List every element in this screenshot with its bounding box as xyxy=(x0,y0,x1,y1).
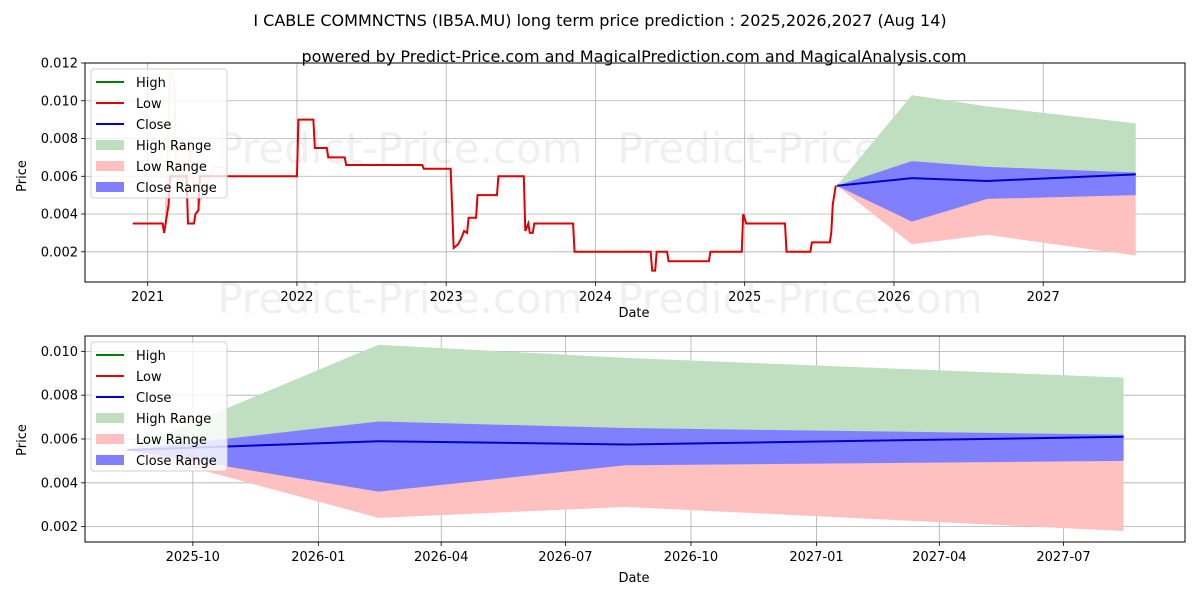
legend-close-label: Close xyxy=(136,391,171,406)
y-tick-label: 0.004 xyxy=(41,208,78,223)
legend-high-range-swatch xyxy=(96,413,124,423)
legend-close-range-swatch xyxy=(96,182,124,192)
x-tick-label: 2027 xyxy=(1027,290,1060,305)
bottom-legend: High Low Close High Range Low Range Close Ran… xyxy=(90,341,228,472)
legend-low-range-label: Low Range xyxy=(136,433,207,448)
watermark-text: Predict-Price.com xyxy=(217,274,582,323)
legend-high-range-swatch xyxy=(96,140,124,150)
y-tick-label: 0.010 xyxy=(41,94,78,109)
forecast-close-line xyxy=(836,173,1136,187)
bottom-axis-ticks: 2025-10 2026-01 2026-04 2026-07 2026-10 2027-… xyxy=(41,345,1091,565)
x-tick-label: 2022 xyxy=(280,290,313,305)
x-tick-label: 2027-07 xyxy=(1036,550,1090,565)
legend-low-range-swatch xyxy=(96,434,124,444)
x-tick-label: 2023 xyxy=(430,290,463,305)
x-tick-label: 2024 xyxy=(579,290,612,305)
bottom-x-axis-label: Date xyxy=(618,571,649,586)
x-tick-label: 2026-04 xyxy=(414,550,468,565)
top-y-axis-label: Price xyxy=(15,160,30,192)
x-tick-label: 2026-10 xyxy=(664,550,718,565)
y-tick-label: 0.008 xyxy=(41,132,78,147)
legend-low-label: Low xyxy=(136,370,162,385)
y-tick-label: 0.010 xyxy=(41,345,78,360)
x-tick-label: 2026 xyxy=(877,290,910,305)
legend-low-range-label: Low Range xyxy=(136,160,207,175)
history-low-line xyxy=(132,118,837,272)
top-axis-ticks: 2021 2022 2023 2024 2025 2026 2027 0.002 0.004 0.… xyxy=(41,57,1060,306)
bottom-range-areas xyxy=(127,344,1124,532)
bottom-lines xyxy=(127,435,1124,451)
top-panel: Predict-Price.com Predict-Price.comPredic… xyxy=(15,57,1186,323)
top-range-areas xyxy=(836,95,1136,256)
legend-close-range-swatch xyxy=(96,455,124,465)
legend-box xyxy=(90,341,228,472)
top-plot-frame xyxy=(84,62,1186,283)
x-tick-label: 2026-07 xyxy=(538,550,592,565)
y-tick-label: 0.002 xyxy=(41,245,78,260)
close-range-area xyxy=(836,161,1136,222)
legend-high-range-label: High Range xyxy=(136,139,211,154)
y-tick-label: 0.008 xyxy=(41,389,78,404)
close-range-area xyxy=(127,421,1124,492)
legend-low-label: Low xyxy=(136,97,162,112)
x-tick-label: 2027-01 xyxy=(789,550,843,565)
x-tick-label: 2027-04 xyxy=(912,550,966,565)
legend-low-range-swatch xyxy=(96,161,124,171)
legend-close-label: Close xyxy=(136,118,171,133)
legend-high-range-label: High Range xyxy=(136,412,211,427)
x-tick-label: 2026-01 xyxy=(291,550,345,565)
legend-box xyxy=(90,68,228,199)
bottom-y-axis-label: Price xyxy=(15,424,30,456)
watermark-text: Predict-Price.com xyxy=(617,274,982,323)
top-x-axis-label: Date xyxy=(618,306,649,321)
legend-high-label: High xyxy=(136,76,166,91)
y-tick-label: 0.012 xyxy=(41,57,78,72)
y-tick-label: 0.004 xyxy=(41,476,78,491)
x-tick-label: 2025 xyxy=(728,290,761,305)
x-tick-label: 2025-10 xyxy=(166,550,220,565)
top-legend: High Low Close High Range Low Range Close Ran… xyxy=(90,68,228,199)
y-tick-label: 0.006 xyxy=(41,433,78,448)
chart-title: I CABLE COMMNCTNS (IB5A.MU) long term pr… xyxy=(253,11,946,30)
chart-subtitle: powered by Predict-Price.com and Magical… xyxy=(301,47,966,66)
legend-close-range-label: Close Range xyxy=(136,181,217,196)
x-tick-label: 2021 xyxy=(131,290,164,305)
legend-close-range-label: Close Range xyxy=(136,454,217,469)
y-tick-label: 0.006 xyxy=(41,170,78,185)
forecast-close-line xyxy=(127,435,1124,451)
y-tick-label: 0.002 xyxy=(41,520,78,535)
legend-high-label: High xyxy=(136,349,166,364)
